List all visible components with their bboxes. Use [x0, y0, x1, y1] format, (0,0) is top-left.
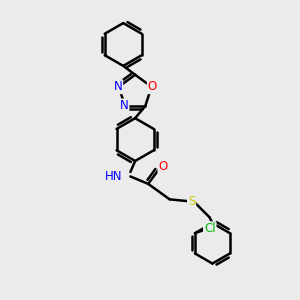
- Text: Cl: Cl: [204, 222, 216, 235]
- Text: O: O: [148, 80, 157, 93]
- Text: N: N: [113, 80, 122, 93]
- Text: N: N: [120, 100, 128, 112]
- Text: HN: HN: [105, 170, 122, 183]
- Text: S: S: [188, 195, 195, 208]
- Text: O: O: [158, 160, 168, 172]
